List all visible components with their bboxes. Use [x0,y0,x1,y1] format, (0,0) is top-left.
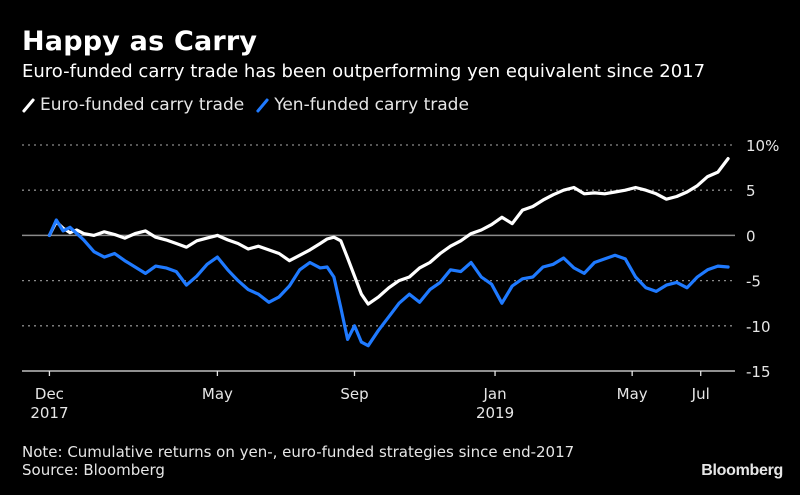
y-tick-label: -5 [746,273,761,291]
x-tick-label: Jul [691,385,710,403]
series-lines [47,157,730,348]
y-tick-label: -15 [746,363,771,381]
legend-item-yen: Yen-funded carry trade [256,95,469,115]
legend-item-euro: Euro-funded carry trade [22,95,244,115]
y-tick-label: -10 [746,318,771,336]
legend-label: Yen-funded carry trade [274,95,469,115]
x-tick-label: May [617,385,648,403]
source-text: Source: Bloomberg [22,461,165,479]
chart-note: Note: Cumulative returns on yen-, euro-f… [22,443,574,479]
euro-funded-line [47,157,730,306]
chart-subtitle: Euro-funded carry trade has been outperf… [22,61,706,82]
chart-title: Happy as Carry [22,26,258,57]
note-text: Note: Cumulative returns on yen-, euro-f… [22,443,575,461]
y-tick-label: 10% [746,137,779,155]
x-tick-sublabel: 2017 [30,404,68,422]
y-tick-label: 5 [746,182,756,200]
x-tick-sublabel: 2019 [476,404,514,422]
legend: Euro-funded carry trade Yen-funded carry… [22,95,481,115]
yen-funded-line [47,218,730,348]
legend-label: Euro-funded carry trade [40,95,245,115]
x-tick-label: Dec [35,385,64,403]
y-tick-label: 0 [746,227,756,245]
x-tick-label: May [202,385,233,403]
x-tick-label: Sep [340,385,368,403]
x-tick-label: Jan [482,385,506,403]
bloomberg-logo: Bloomberg [701,462,783,479]
y-axis-ticks: 10% 5 0 -5 -10 -15 [746,137,779,381]
